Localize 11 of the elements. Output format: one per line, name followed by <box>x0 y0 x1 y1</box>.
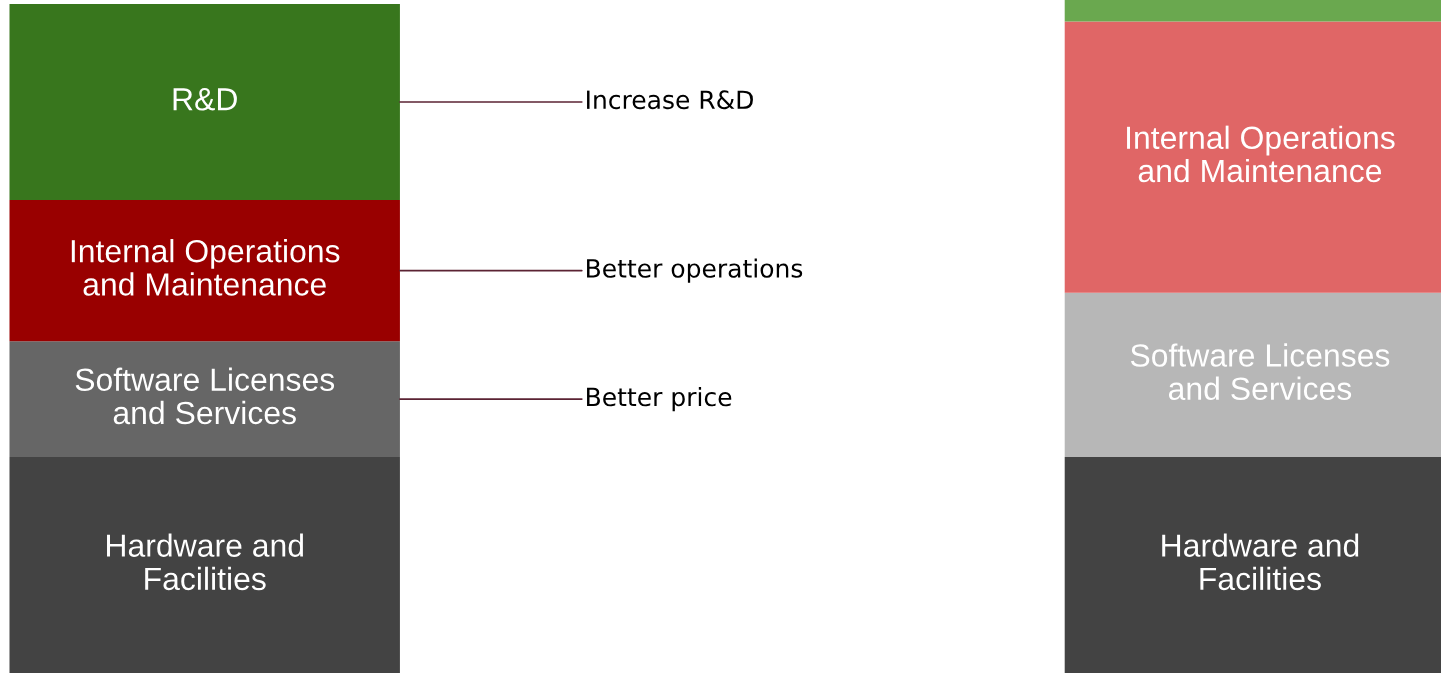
series-label: R&D <box>173 88 237 111</box>
annotation: Increase R&D <box>587 90 753 110</box>
bar <box>9 4 400 200</box>
text: Software Licenses and Services <box>1130 343 1390 401</box>
series-label: Hardware and Facilities <box>107 533 303 591</box>
text: Internal Operations and Maintenance <box>1127 125 1395 183</box>
annotation: Better operations <box>587 258 803 283</box>
text: Hardware and Facilities <box>1162 533 1359 591</box>
series-label: Internal Operations and Maintenance <box>71 239 340 296</box>
annotation: Better price <box>587 386 732 412</box>
series-label: Software Licenses and Services <box>75 367 335 425</box>
